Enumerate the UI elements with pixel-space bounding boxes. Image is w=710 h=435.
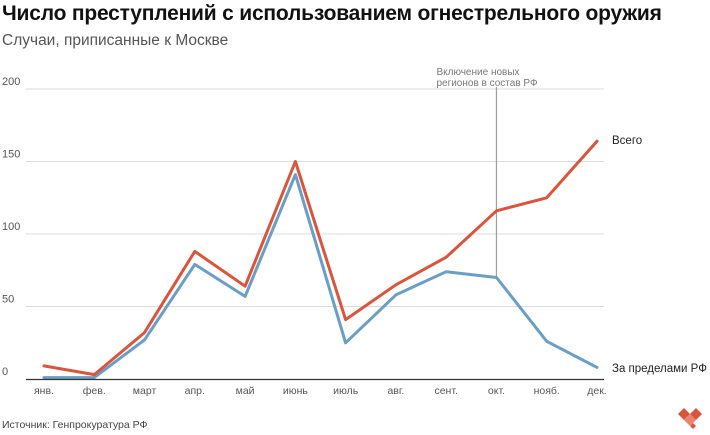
gridlines xyxy=(26,88,604,307)
logo-icon xyxy=(678,408,702,429)
x-tick-label: сент. xyxy=(434,385,457,397)
y-tick-label: 100 xyxy=(2,221,20,233)
x-tick-label: март xyxy=(133,385,157,397)
y-tick-label: 50 xyxy=(2,294,14,306)
x-tick-label: дек. xyxy=(587,385,606,397)
y-tick-label: 0 xyxy=(2,366,8,378)
series: Всего За пределами РФ xyxy=(42,135,707,380)
annotation-text: Включение новых xyxy=(436,67,519,78)
x-tick-label: июнь xyxy=(283,385,309,397)
x-tick-label: окт. xyxy=(488,385,505,397)
annotation-text: регионов в состав РФ xyxy=(436,78,538,89)
y-tick-label: 150 xyxy=(2,149,20,161)
series-line-total xyxy=(42,139,599,377)
source-note: Источник: Генпрокуратура РФ xyxy=(2,419,148,431)
series-label: Всего xyxy=(612,135,642,147)
x-tick-label: апр. xyxy=(185,385,205,397)
x-tick-label: янв. xyxy=(34,385,54,397)
series-line-outside xyxy=(42,173,599,380)
x-tick-label: нояб. xyxy=(534,385,560,397)
x-tick-label: авг. xyxy=(387,385,404,397)
chart-subtitle: Случаи, приписанные к Москве xyxy=(2,32,229,49)
chart-title: Число преступлений с использованием огне… xyxy=(2,2,662,25)
y-tick-label: 200 xyxy=(2,76,20,88)
x-tick-label: май xyxy=(236,385,255,397)
axes: 0 50 100 150 200 янв. фев. март апр. май июнь июль а… xyxy=(2,76,607,397)
x-tick-label: июль xyxy=(333,385,359,397)
series-label: За пределами РФ xyxy=(612,363,707,375)
x-tick-label: фев. xyxy=(83,385,106,397)
